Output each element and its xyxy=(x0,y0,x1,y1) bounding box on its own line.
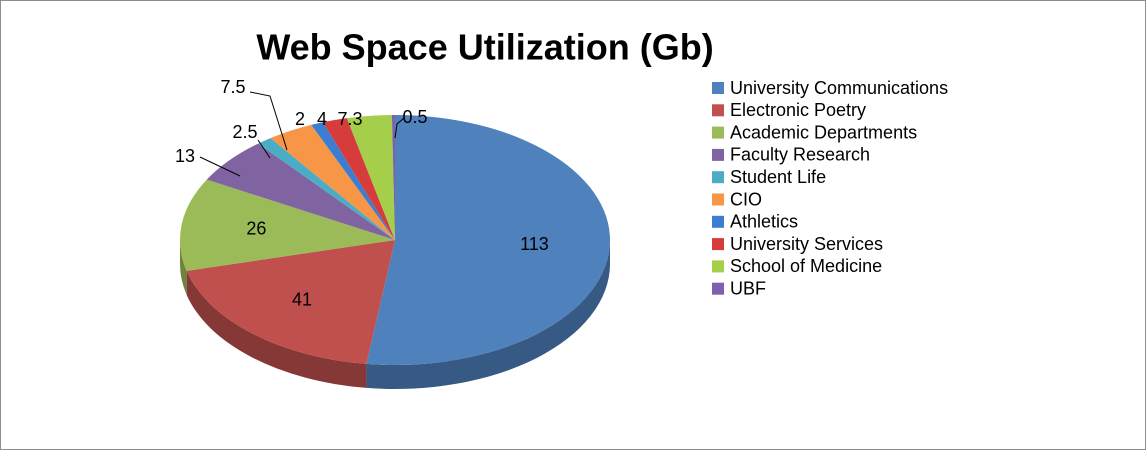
slice xyxy=(180,179,395,271)
legend-label: Academic Departments xyxy=(730,122,917,142)
legend-swatch xyxy=(712,215,724,228)
data-label: 0.5 xyxy=(402,107,427,127)
slice xyxy=(311,122,395,240)
slice xyxy=(270,124,395,240)
data-label: 4 xyxy=(317,109,327,129)
legend-label: UBF xyxy=(730,278,766,298)
slice xyxy=(346,115,395,240)
legend-label: University Communications xyxy=(730,78,948,98)
slice xyxy=(322,118,395,240)
leader-line xyxy=(249,91,288,151)
legend-label: Student Life xyxy=(730,167,826,187)
legend-swatch xyxy=(712,193,724,206)
legend-label: CIO xyxy=(730,189,762,209)
slice xyxy=(391,115,395,240)
legend-swatch xyxy=(712,171,724,184)
legend-label: University Services xyxy=(730,234,883,254)
legend-swatch xyxy=(712,82,724,94)
slice xyxy=(258,138,395,240)
legend-swatch xyxy=(712,238,724,251)
data-label: 41 xyxy=(292,289,312,309)
slice xyxy=(206,143,395,240)
legend-swatch xyxy=(712,148,724,161)
leader-line xyxy=(394,117,405,139)
legend-label: Athletics xyxy=(730,212,798,232)
data-label: 13 xyxy=(175,146,195,166)
legend-swatch xyxy=(712,260,724,273)
data-label: 113 xyxy=(520,234,549,254)
leader-line xyxy=(257,139,271,159)
legend-label: School of Medicine xyxy=(730,256,882,276)
legend-swatch xyxy=(712,126,724,139)
leader-line xyxy=(199,156,241,177)
legend-label: Electronic Poetry xyxy=(730,100,866,120)
legend-swatch xyxy=(712,282,724,295)
data-label: 26 xyxy=(246,218,266,238)
legend-label: Faculty Research xyxy=(730,145,870,165)
legend-swatch xyxy=(712,104,724,117)
data-label: 2 xyxy=(295,109,305,129)
slice xyxy=(186,240,395,364)
slice-side xyxy=(366,240,610,389)
slice xyxy=(366,115,610,365)
data-label: 2.5 xyxy=(232,122,257,142)
data-label: 7.5 xyxy=(220,77,245,97)
slice-side xyxy=(180,240,187,295)
chart-title: Web Space Utilization (Gb) xyxy=(256,27,713,68)
data-label: 7.3 xyxy=(337,109,362,129)
slice-side xyxy=(186,270,367,388)
